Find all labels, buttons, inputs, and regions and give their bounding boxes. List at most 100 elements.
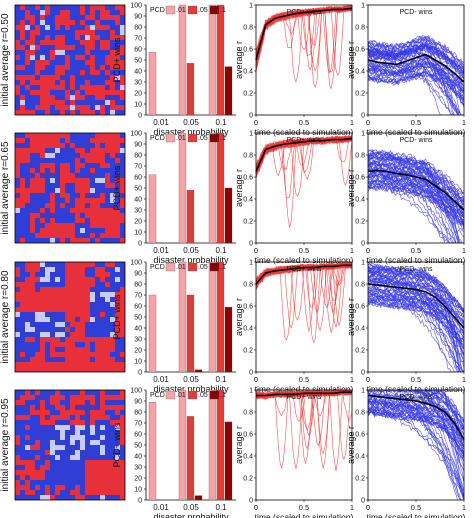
grid-cell xyxy=(115,405,120,410)
grid-cell xyxy=(65,317,70,322)
grid-cell xyxy=(100,45,105,50)
grid-cell xyxy=(15,138,20,143)
grid-cell xyxy=(100,490,105,495)
grid-cell xyxy=(80,425,85,430)
y-tick-label: 0 xyxy=(138,370,142,377)
grid-cell xyxy=(40,390,45,395)
grid-cell xyxy=(60,203,65,208)
grid-cell xyxy=(100,440,105,445)
grid-cell xyxy=(100,10,105,15)
grid-cell xyxy=(50,470,55,475)
grid-cell xyxy=(20,153,25,158)
grid-cell xyxy=(60,312,65,317)
grid-cell xyxy=(115,203,120,208)
grid-cell xyxy=(35,317,40,322)
grid-cell xyxy=(115,80,120,85)
grid-cell xyxy=(35,307,40,312)
grid-cell xyxy=(45,282,50,287)
grid-cell xyxy=(70,362,75,367)
grid-cell xyxy=(105,75,110,80)
grid-cell xyxy=(20,302,25,307)
grid-cell xyxy=(75,352,80,357)
grid-cell xyxy=(115,138,120,143)
grid-cell xyxy=(40,470,45,475)
grid-cell xyxy=(70,65,75,70)
grid-cell xyxy=(30,262,35,267)
grid-cell xyxy=(45,495,50,500)
grid-cell xyxy=(110,95,115,100)
grid-cell xyxy=(20,390,25,395)
grid-cell xyxy=(25,173,30,178)
grid-cell xyxy=(115,262,120,267)
grid-cell xyxy=(115,30,120,35)
grid-cell xyxy=(120,203,125,208)
grid-cell xyxy=(45,405,50,410)
grid-cell xyxy=(50,193,55,198)
grid-cell xyxy=(70,470,75,475)
grid-cell xyxy=(40,282,45,287)
grid-cell xyxy=(120,292,125,297)
grid-cell xyxy=(85,405,90,410)
grid-cell xyxy=(15,40,20,45)
grid-cell xyxy=(85,198,90,203)
grid-cell xyxy=(110,133,115,138)
grid-cell xyxy=(75,168,80,173)
grid-cell xyxy=(75,475,80,480)
grid-cell xyxy=(85,40,90,45)
grid-cell xyxy=(45,357,50,362)
grid-cell xyxy=(50,307,55,312)
grid-cell xyxy=(15,193,20,198)
grid-cell xyxy=(75,495,80,500)
trajectory-line xyxy=(368,60,464,92)
grid-cell xyxy=(75,435,80,440)
grid-cell xyxy=(70,292,75,297)
grid-cell xyxy=(100,485,105,490)
grid-cell xyxy=(105,163,110,168)
grid-cell xyxy=(90,153,95,158)
panel-title: PCD- wins xyxy=(399,266,433,273)
grid-cell xyxy=(120,267,125,272)
grid-cell xyxy=(45,228,50,233)
grid-cell xyxy=(70,445,75,450)
grid-cell xyxy=(50,277,55,282)
grid-cell xyxy=(20,267,25,272)
grid-cell xyxy=(15,495,20,500)
panel-title: PCD+ wins xyxy=(287,9,322,16)
y-axis-label: average r xyxy=(346,41,356,79)
grid-cell xyxy=(40,292,45,297)
grid-cell xyxy=(75,440,80,445)
trajectories xyxy=(368,34,464,115)
grid-cell xyxy=(70,238,75,243)
grid-cell xyxy=(120,272,125,277)
grid-cell xyxy=(45,158,50,163)
grid-cell xyxy=(25,262,30,267)
panel-title: PCD- wins xyxy=(399,137,433,144)
grid-cell xyxy=(105,440,110,445)
mean-line xyxy=(367,394,465,440)
trajectory-line xyxy=(368,171,464,243)
grid-cell xyxy=(75,105,80,110)
grid-cell xyxy=(15,450,20,455)
grid-cell xyxy=(60,307,65,312)
trajectory-line xyxy=(368,390,464,442)
grid-cell xyxy=(115,327,120,332)
grid-cell xyxy=(55,218,60,223)
grid-cell xyxy=(120,390,125,395)
y-tick-label: 70 xyxy=(134,293,142,300)
grid-cell xyxy=(115,188,120,193)
grid-cell xyxy=(110,287,115,292)
grid-cell xyxy=(110,25,115,30)
grid-cell xyxy=(45,425,50,430)
grid-cell xyxy=(20,342,25,347)
grid-cell xyxy=(40,347,45,352)
bar xyxy=(216,389,225,501)
grid-cell xyxy=(55,277,60,282)
x-tick-label: 0 xyxy=(366,375,370,384)
grid-cell xyxy=(60,470,65,475)
grid-cell xyxy=(55,490,60,495)
grid-cell xyxy=(80,347,85,352)
grid-cell xyxy=(110,233,115,238)
grid-cell xyxy=(15,70,20,75)
grid-cell xyxy=(45,440,50,445)
